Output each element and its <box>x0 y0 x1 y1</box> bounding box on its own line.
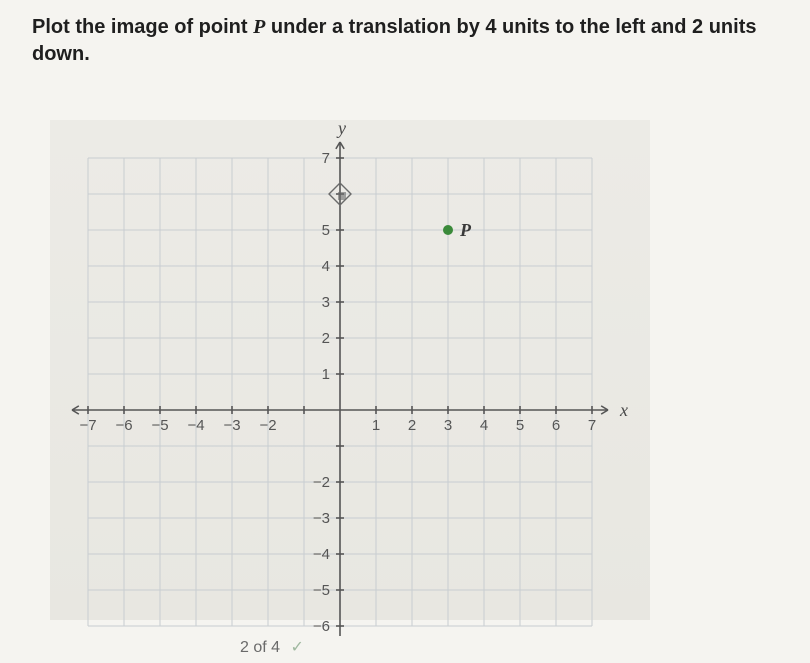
svg-text:5: 5 <box>516 417 524 434</box>
svg-text:−3: −3 <box>313 510 330 527</box>
svg-text:3: 3 <box>322 294 330 311</box>
svg-text:−4: −4 <box>313 546 330 563</box>
svg-text:x: x <box>619 400 628 420</box>
graph-svg: −7−6−5−4−3−21234567−6−5−4−3−2123457yxP <box>50 120 670 640</box>
svg-text:6: 6 <box>552 417 560 434</box>
svg-text:1: 1 <box>372 417 380 434</box>
svg-text:7: 7 <box>588 417 596 434</box>
svg-text:−5: −5 <box>313 582 330 599</box>
svg-text:−2: −2 <box>313 474 330 491</box>
svg-text:2: 2 <box>322 330 330 347</box>
progress-text: 2 of 4 <box>240 639 280 656</box>
point-label-P: P <box>459 220 472 240</box>
svg-text:−3: −3 <box>223 417 240 434</box>
svg-text:−5: −5 <box>151 417 168 434</box>
question-text: Plot the image of point P under a transl… <box>0 0 810 68</box>
point-P[interactable] <box>443 225 453 235</box>
svg-text:5: 5 <box>322 222 330 239</box>
question-pre: Plot the image of point <box>32 16 253 38</box>
coordinate-graph[interactable]: −7−6−5−4−3−21234567−6−5−4−3−2123457yxP <box>50 120 650 620</box>
svg-text:4: 4 <box>480 417 488 434</box>
svg-text:−6: −6 <box>313 618 330 635</box>
svg-text:−4: −4 <box>187 417 204 434</box>
check-icon: ✓ <box>290 639 303 656</box>
progress-footer: 2 of 4 ✓ <box>240 637 304 657</box>
svg-text:−6: −6 <box>115 417 132 434</box>
svg-text:y: y <box>336 120 346 138</box>
svg-text:7: 7 <box>322 150 330 167</box>
svg-text:−7: −7 <box>79 417 96 434</box>
svg-text:1: 1 <box>322 366 330 383</box>
svg-text:2: 2 <box>408 417 416 434</box>
svg-text:−2: −2 <box>259 417 276 434</box>
question-var: P <box>253 16 265 38</box>
svg-text:4: 4 <box>322 258 330 275</box>
svg-text:3: 3 <box>444 417 452 434</box>
